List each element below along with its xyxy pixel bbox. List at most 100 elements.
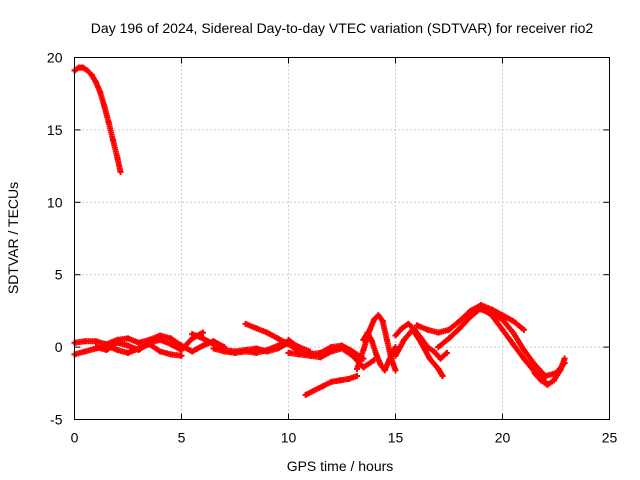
y-tick-label: 0 [55,339,63,355]
data-point [409,326,416,333]
data-point [544,381,551,388]
data-point [210,345,217,352]
data-point [435,344,442,351]
data-point [125,342,131,349]
data-point [296,351,303,358]
data-point [146,339,153,346]
data-point [405,320,412,327]
data-point [319,383,326,390]
data-point [167,335,174,342]
data-point [392,332,399,339]
data-point [383,336,390,343]
data-point [520,326,527,333]
data-point [368,338,375,345]
y-tick-label: 20 [47,50,63,66]
data-point [135,346,142,353]
data-point [531,361,538,368]
x-tick-label: 0 [71,430,79,446]
data-point [105,119,112,126]
data-point [92,344,99,351]
series-track-j [360,329,399,374]
x-tick-label: 25 [602,430,618,446]
grid-layer [74,57,610,420]
data-point [426,355,433,362]
data-point [242,320,249,327]
x-tick-label: 10 [281,430,297,446]
data-point [381,367,388,374]
y-tick-label: 5 [55,267,63,283]
data-point [199,329,206,336]
data-point [311,387,318,394]
data-point [97,89,104,96]
series-markers [302,373,360,398]
data-point [82,348,89,355]
data-marks [71,64,568,398]
series-track-l [392,326,446,380]
data-point [353,365,360,372]
data-point [531,370,538,377]
data-point [456,318,463,325]
data-point [328,378,335,385]
data-point [274,342,281,349]
data-point [437,355,444,362]
x-tick-label: 5 [178,430,186,446]
data-point [84,67,91,74]
data-point [538,377,545,384]
data-point [520,355,527,362]
chart-title: Day 196 of 2024, Sidereal Day-to-day VTE… [91,20,594,36]
data-point [242,348,249,355]
data-point [80,64,87,71]
data-point [114,339,121,346]
data-point [499,316,506,323]
data-point [510,318,517,325]
data-point [446,335,452,342]
data-point [117,168,124,175]
data-point [302,391,309,398]
data-point [561,355,568,362]
data-point [353,373,360,380]
data-point [274,335,281,342]
data-point [557,367,564,374]
data-point [510,329,517,336]
data-point [189,331,196,338]
data-point [101,103,108,110]
data-point [431,348,438,355]
series-track-c [92,329,206,353]
data-point [253,325,260,332]
series-track-n [435,305,549,385]
x-tick-label: 20 [495,430,511,446]
data-point [345,375,352,382]
data-point [157,336,164,343]
data-point [542,373,549,380]
data-point [221,348,228,355]
data-point [317,354,324,361]
data-point [114,154,121,161]
y-tick-label: 15 [47,122,63,138]
data-point [285,336,292,343]
data-point [379,318,386,325]
axis-ticks: 0 5 10 15 20 25 -5 0 5 10 15 20 [47,50,618,446]
x-axis-label: GPS time / hours [287,458,394,474]
data-point [125,349,131,356]
data-point [360,336,367,343]
data-point [114,346,121,353]
data-point [467,313,474,320]
data-point [510,341,517,348]
data-point [178,352,185,359]
data-point [424,326,431,333]
data-point [167,341,174,348]
data-point [82,338,89,345]
data-point [189,348,196,355]
data-point [373,351,380,358]
data-point [488,310,495,317]
data-point [88,71,95,78]
data-point [360,346,367,353]
plot-frame [74,57,610,420]
data-point [371,316,378,323]
data-point [178,346,185,353]
data-point [336,377,343,384]
data-point [296,345,303,352]
y-tick-label: -5 [50,412,63,428]
data-point [456,325,463,332]
